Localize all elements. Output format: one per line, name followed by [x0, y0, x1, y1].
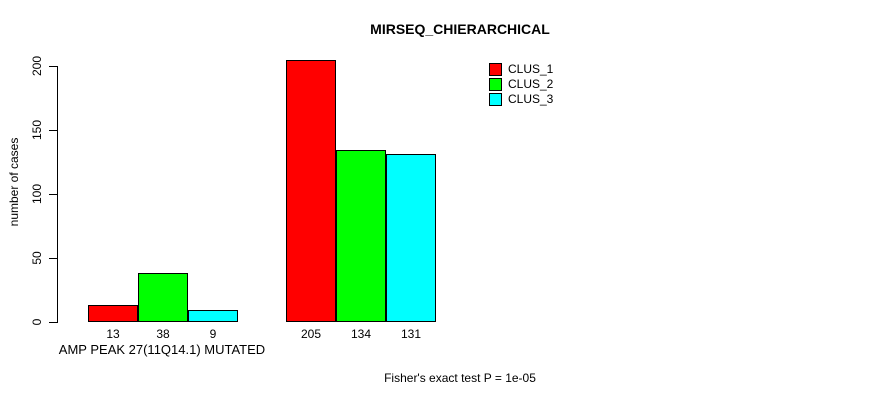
bar-value-label: 38: [156, 327, 170, 341]
y-tick-mark: [49, 258, 57, 259]
bar-clus_1-group1: [88, 305, 138, 322]
x-axis-group-label: AMP PEAK 27(11Q14.1) MUTATED: [58, 342, 266, 357]
bar-clus_1-group2: [286, 59, 336, 322]
y-axis-title: number of cases: [7, 137, 21, 227]
y-tick-label: 150: [30, 119, 44, 141]
bar-clus_2-group1: [138, 273, 188, 322]
y-tick-mark: [49, 66, 57, 67]
y-tick-label: 100: [30, 183, 44, 205]
legend: CLUS_1 CLUS_2 CLUS_3: [489, 62, 553, 107]
y-tick-label: 50: [30, 251, 44, 265]
bar-clus_3-group2: [386, 154, 436, 322]
y-tick-mark: [49, 322, 57, 323]
y-axis-line: [57, 66, 58, 323]
legend-swatch-icon: [489, 93, 502, 106]
bar-value-label: 13: [106, 327, 120, 341]
bar-value-label: 134: [350, 327, 372, 341]
y-tick-mark: [49, 194, 57, 195]
y-tick-mark: [49, 130, 57, 131]
y-tick-label: 0: [30, 318, 44, 326]
legend-label: CLUS_3: [508, 92, 554, 106]
bar-value-label: 131: [400, 327, 422, 341]
legend-label: CLUS_2: [508, 77, 554, 91]
legend-swatch-icon: [489, 78, 502, 91]
legend-item-clus_3: CLUS_3: [489, 92, 553, 107]
legend-item-clus_1: CLUS_1: [489, 62, 553, 77]
y-tick-label: 200: [30, 55, 44, 77]
annotation-fishers-test: Fisher's exact test P = 1e-05: [384, 371, 536, 385]
bar-clus_2-group2: [336, 150, 386, 322]
bar-value-label: 205: [300, 327, 322, 341]
bar-clus_3-group1: [188, 310, 238, 322]
legend-item-clus_2: CLUS_2: [489, 77, 553, 92]
legend-swatch-icon: [489, 63, 502, 76]
bar-value-label: 9: [209, 327, 217, 341]
legend-label: CLUS_1: [508, 62, 554, 76]
chart-title: MIRSEQ_CHIERARCHICAL: [370, 21, 550, 37]
